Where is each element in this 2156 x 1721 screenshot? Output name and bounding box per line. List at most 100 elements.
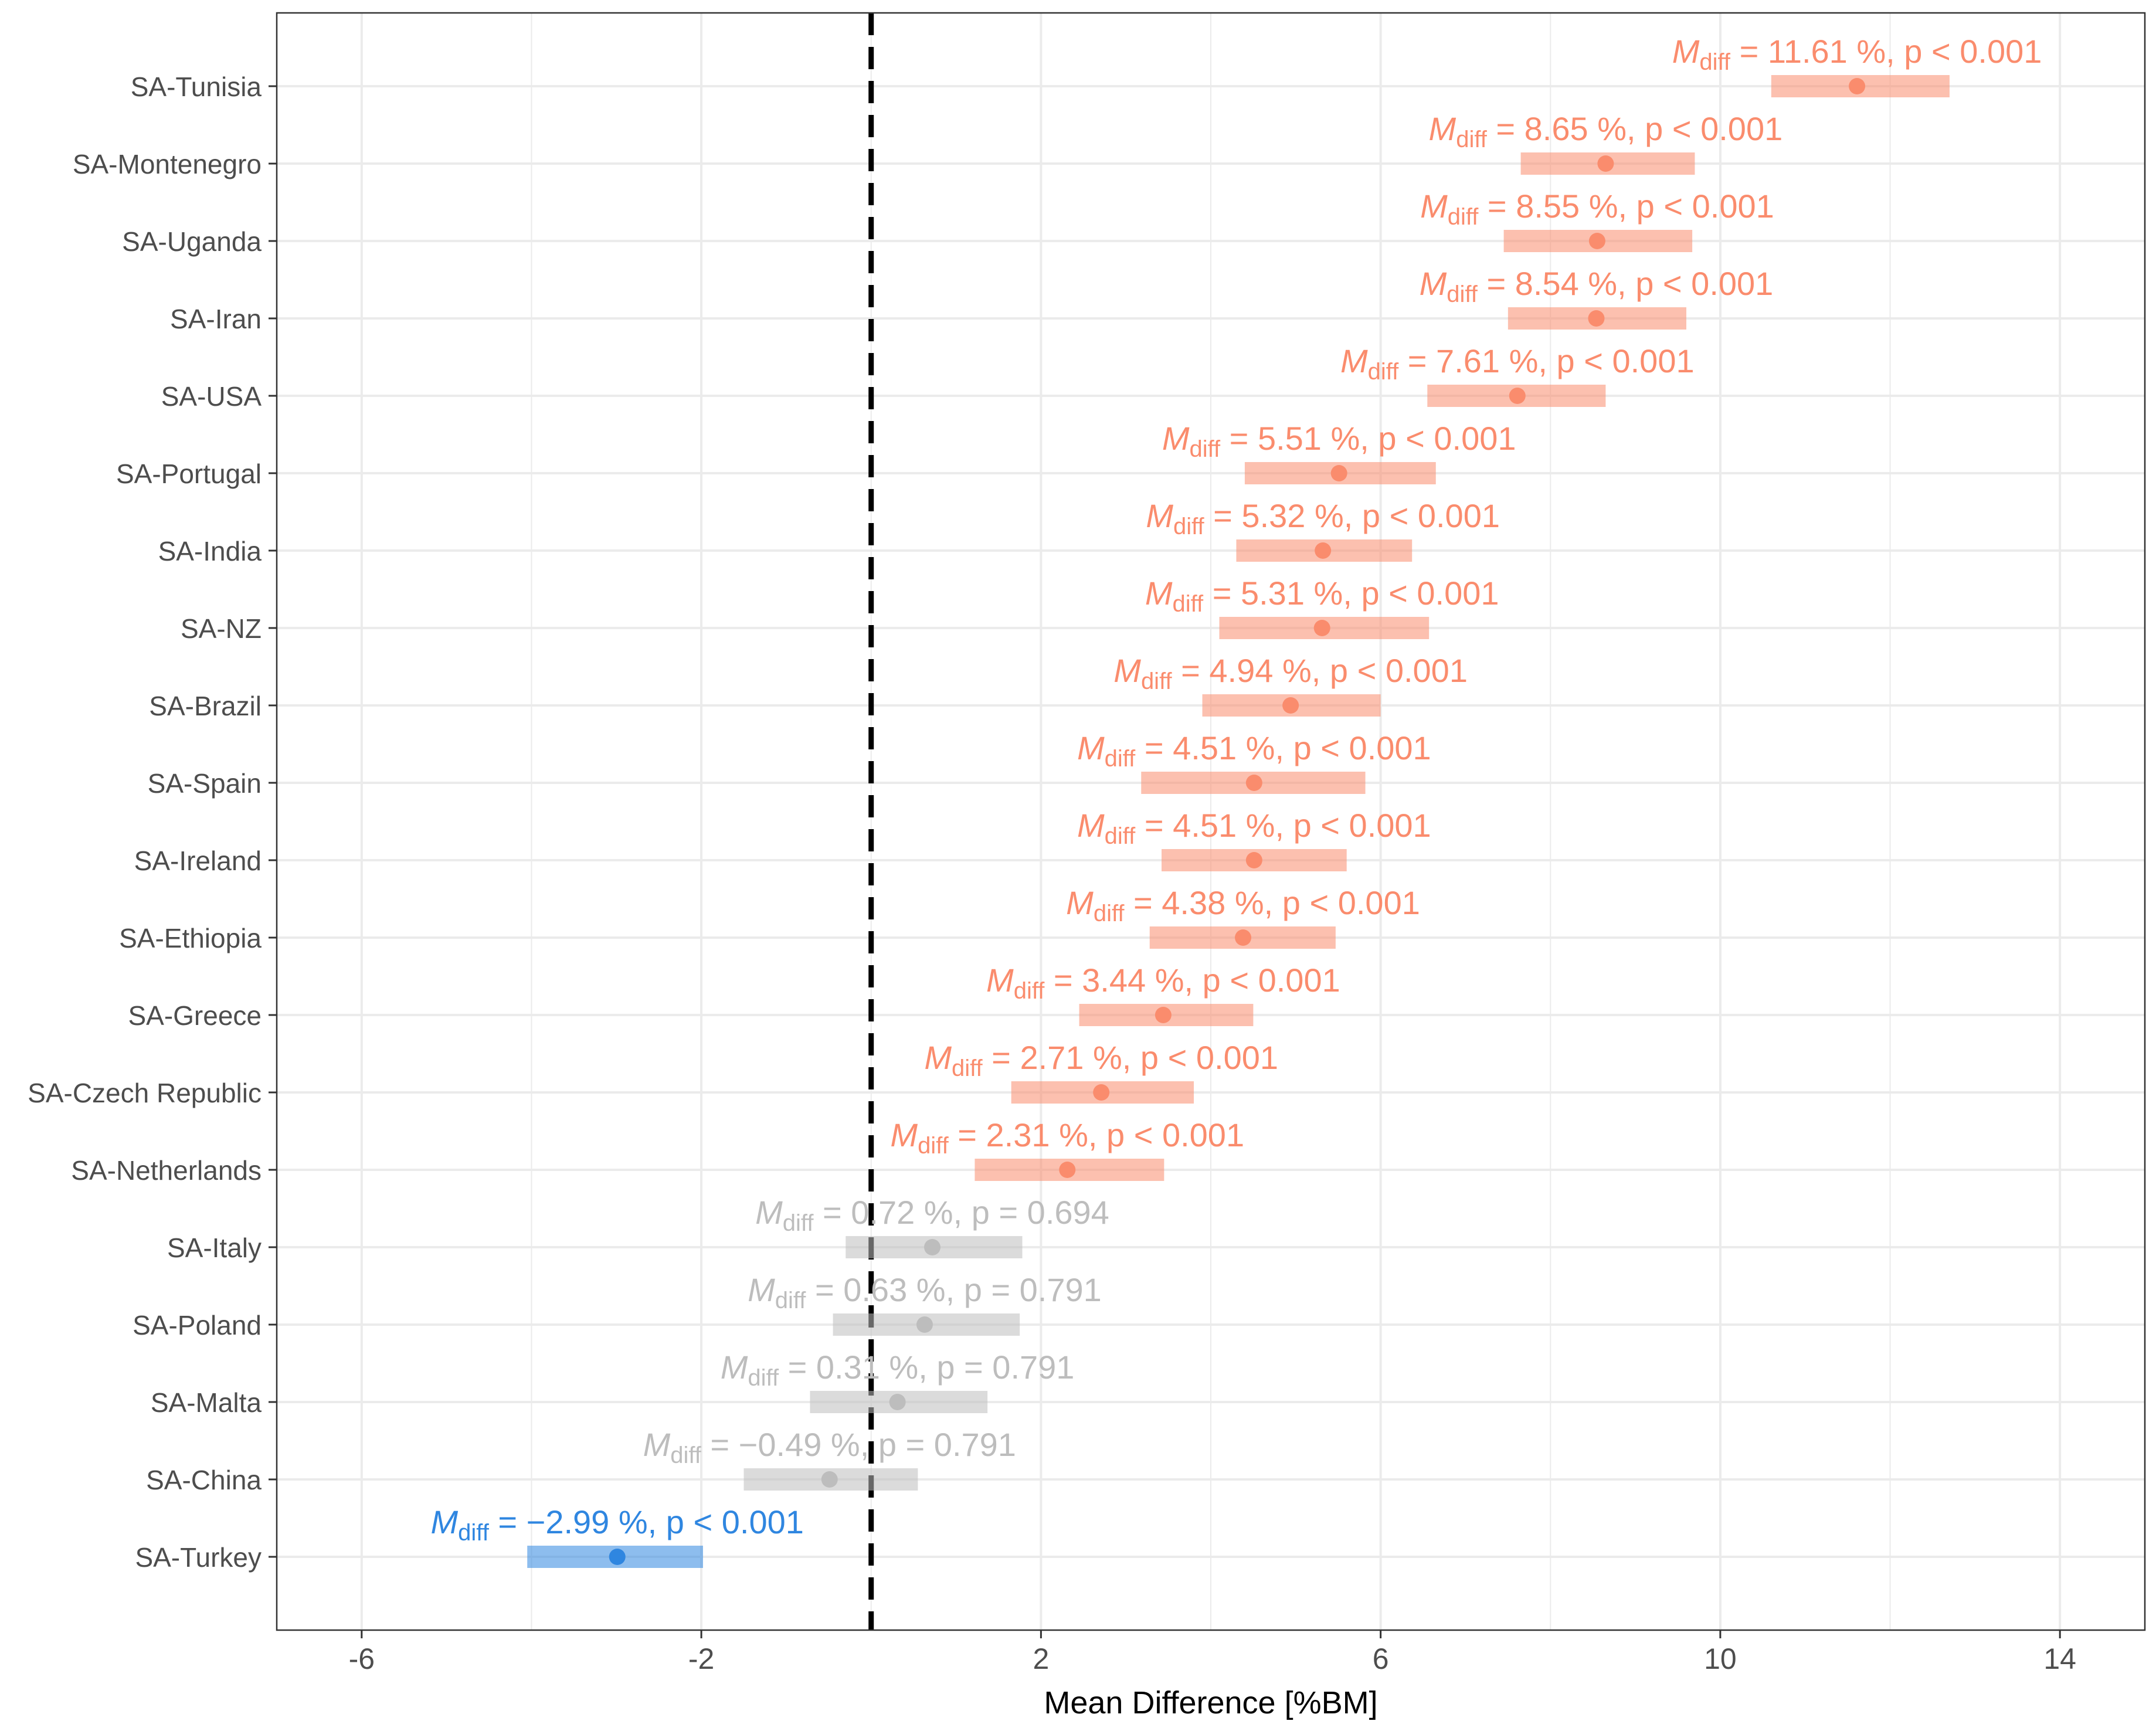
- annotation-value: = −0.49 %, p = 0.791: [701, 1426, 1016, 1463]
- annotation-value: = 8.55 %, p < 0.001: [1478, 188, 1774, 225]
- mean-point: [1509, 388, 1526, 404]
- y-tick-label: SA-Portugal: [116, 459, 262, 489]
- mean-point: [1588, 310, 1605, 327]
- annotation-value: = 0.31 %, p = 0.791: [779, 1349, 1074, 1386]
- annotation-symbol: M: [1146, 497, 1173, 534]
- annotation-symbol: M: [986, 962, 1014, 999]
- annotation-subscript: diff: [1141, 668, 1173, 694]
- annotation-subscript: diff: [1014, 978, 1045, 1004]
- y-tick-label: SA-Greece: [128, 1000, 262, 1031]
- annotation-value: = −2.99 %, p < 0.001: [489, 1503, 804, 1540]
- annotation-value: = 2.71 %, p < 0.001: [983, 1039, 1278, 1076]
- y-tick-label: SA-NZ: [181, 613, 262, 644]
- annotation-symbol: M: [1066, 884, 1094, 921]
- mean-point: [1155, 1007, 1172, 1023]
- row-annotation: Mdiff = 8.55 %, p < 0.001: [1420, 188, 1774, 230]
- y-tick-label: SA-Italy: [167, 1233, 262, 1263]
- annotation-value: = 2.31 %, p < 0.001: [949, 1116, 1244, 1153]
- annotation-subscript: diff: [1699, 49, 1731, 75]
- row-annotation: Mdiff = 0.72 %, p = 0.694: [755, 1194, 1109, 1236]
- mean-point: [1849, 78, 1866, 94]
- annotation-value: = 3.44 %, p < 0.001: [1044, 962, 1340, 999]
- annotation-value: = 8.54 %, p < 0.001: [1478, 265, 1773, 302]
- annotation-symbol: M: [755, 1194, 783, 1231]
- x-tick-label: 6: [1373, 1642, 1389, 1675]
- annotation-subscript: diff: [458, 1520, 490, 1546]
- annotation-subscript: diff: [748, 1365, 779, 1391]
- annotation-value: = 5.31 %, p < 0.001: [1203, 575, 1499, 612]
- annotation-symbol: M: [924, 1039, 952, 1076]
- annotation-symbol: M: [1420, 265, 1447, 302]
- row-annotation: Mdiff = −0.49 %, p = 0.791: [643, 1426, 1016, 1468]
- y-tick-label: SA-USA: [161, 381, 262, 412]
- annotation-symbol: M: [643, 1426, 671, 1463]
- annotation-subscript: diff: [1105, 823, 1136, 849]
- annotation-value: = 4.51 %, p < 0.001: [1135, 807, 1431, 844]
- annotation-symbol: M: [1077, 729, 1105, 766]
- y-tick-label: SA-China: [146, 1465, 262, 1495]
- row-annotation: Mdiff = 7.61 %, p < 0.001: [1340, 342, 1695, 385]
- annotation-subscript: diff: [775, 1288, 807, 1313]
- row-annotation: Mdiff = 0.63 %, p = 0.791: [748, 1271, 1102, 1313]
- row-annotation: Mdiff = 4.51 %, p < 0.001: [1077, 807, 1431, 849]
- annotation-subscript: diff: [1189, 436, 1221, 462]
- x-axis-title: Mean Difference [%BM]: [1044, 1685, 1377, 1720]
- mean-point: [1059, 1162, 1076, 1178]
- row-annotation: Mdiff = 4.51 %, p < 0.001: [1077, 729, 1431, 772]
- annotation-symbol: M: [721, 1349, 748, 1386]
- annotation-subscript: diff: [1368, 359, 1400, 385]
- y-tick-label: SA-Turkey: [135, 1542, 262, 1573]
- annotation-symbol: M: [1340, 342, 1368, 379]
- mean-point: [1093, 1084, 1110, 1101]
- annotation-symbol: M: [1077, 807, 1105, 844]
- row-annotation: Mdiff = 8.54 %, p < 0.001: [1420, 265, 1774, 307]
- mean-point: [916, 1316, 933, 1333]
- row-annotation: Mdiff = 5.51 %, p < 0.001: [1162, 420, 1516, 462]
- mean-point: [1330, 465, 1347, 481]
- row-annotation: Mdiff = 2.31 %, p < 0.001: [890, 1116, 1244, 1159]
- y-tick-label: SA-Tunisia: [131, 72, 262, 102]
- mean-point: [1235, 929, 1252, 946]
- annotation-subscript: diff: [783, 1210, 814, 1236]
- y-tick-label: SA-Iran: [170, 304, 262, 334]
- mean-point: [1588, 233, 1605, 249]
- y-tick-label: SA-Malta: [151, 1387, 262, 1418]
- annotation-value: = 4.38 %, p < 0.001: [1124, 884, 1420, 921]
- row-annotation: Mdiff = 2.71 %, p < 0.001: [924, 1039, 1278, 1081]
- row-annotation: Mdiff = 4.38 %, p < 0.001: [1066, 884, 1420, 926]
- annotation-value: = 4.94 %, p < 0.001: [1172, 652, 1468, 689]
- mean-point: [889, 1394, 906, 1410]
- annotation-subscript: diff: [1105, 746, 1136, 772]
- annotation-subscript: diff: [1456, 127, 1488, 152]
- x-tick-label: 10: [1704, 1642, 1737, 1675]
- annotation-subscript: diff: [1447, 281, 1478, 307]
- annotation-symbol: M: [890, 1116, 918, 1153]
- annotation-subscript: diff: [1094, 901, 1125, 926]
- annotation-value: = 5.32 %, p < 0.001: [1204, 497, 1500, 534]
- y-tick-label: SA-Poland: [133, 1310, 262, 1340]
- mean-point: [821, 1471, 838, 1488]
- data-layer: [527, 75, 1950, 1568]
- x-tick-label: 2: [1033, 1642, 1049, 1675]
- annotation-symbol: M: [431, 1503, 459, 1540]
- row-annotation: Mdiff = 5.32 %, p < 0.001: [1146, 497, 1500, 539]
- y-tick-label: SA-Montenegro: [73, 149, 262, 179]
- annotation-symbol: M: [1162, 420, 1190, 457]
- annotation-subscript: diff: [952, 1055, 983, 1081]
- row-annotation: Mdiff = 3.44 %, p < 0.001: [986, 962, 1340, 1004]
- annotation-subscript: diff: [918, 1133, 949, 1159]
- row-annotation: Mdiff = 5.31 %, p < 0.001: [1145, 575, 1499, 617]
- y-tick-label: SA-Uganda: [122, 226, 262, 257]
- y-tick-label: SA-Spain: [148, 768, 262, 799]
- y-tick-label: SA-Ethiopia: [119, 923, 262, 953]
- annotation-symbol: M: [1429, 110, 1456, 147]
- annotation-value: = 11.61 %, p < 0.001: [1730, 33, 2042, 70]
- annotation-value: = 4.51 %, p < 0.001: [1135, 729, 1431, 766]
- annotation-symbol: M: [1113, 652, 1141, 689]
- mean-point: [1245, 852, 1262, 868]
- mean-point: [1282, 697, 1299, 714]
- x-tick-label: -2: [688, 1642, 714, 1675]
